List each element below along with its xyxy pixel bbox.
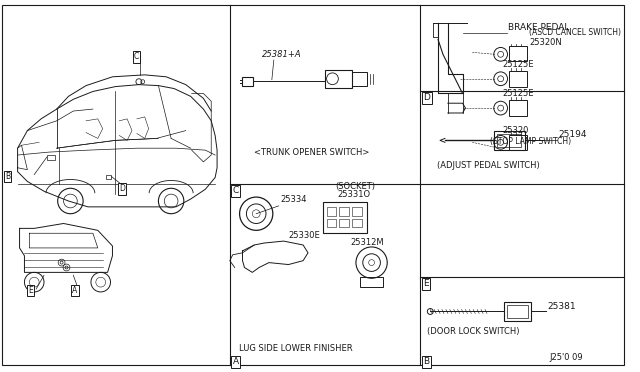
Bar <box>509 135 527 150</box>
Text: 25320N: 25320N <box>529 38 562 46</box>
Text: C: C <box>233 186 239 195</box>
Bar <box>509 100 527 116</box>
Bar <box>326 207 337 216</box>
Text: A: A <box>72 286 77 295</box>
Bar <box>360 277 383 287</box>
Bar <box>339 207 349 216</box>
Text: (STOP LAMP SWITCH): (STOP LAMP SWITCH) <box>490 137 571 146</box>
Bar <box>352 72 367 86</box>
Text: 25320: 25320 <box>502 125 529 135</box>
Text: J25'0 09: J25'0 09 <box>550 353 583 362</box>
Bar <box>506 305 528 318</box>
Bar <box>339 219 349 227</box>
Text: E: E <box>28 286 33 295</box>
Text: A: A <box>233 357 239 366</box>
Text: E: E <box>424 279 429 288</box>
Bar <box>352 207 362 216</box>
Bar <box>352 219 362 227</box>
Text: (ADJUST PEDAL SWITCH): (ADJUST PEDAL SWITCH) <box>437 161 540 170</box>
Text: C: C <box>134 52 140 61</box>
Text: 25330E: 25330E <box>289 231 320 240</box>
Bar <box>497 134 521 147</box>
Text: (DOOR LOCK SWITCH): (DOOR LOCK SWITCH) <box>428 327 520 336</box>
Bar <box>494 131 525 150</box>
Text: D: D <box>119 185 125 193</box>
Bar <box>504 302 531 321</box>
Text: B: B <box>424 357 429 366</box>
Text: B: B <box>5 171 10 181</box>
Text: 25312M: 25312M <box>350 238 384 247</box>
Text: (SOCKET): (SOCKET) <box>335 182 376 191</box>
Text: 25125E: 25125E <box>502 89 534 98</box>
Bar <box>323 202 367 233</box>
Bar <box>324 70 352 87</box>
Text: 25381+A: 25381+A <box>262 50 301 59</box>
Bar <box>106 174 111 179</box>
Text: 25125E: 25125E <box>502 60 534 69</box>
Bar <box>509 71 527 87</box>
Text: 25381: 25381 <box>548 302 576 311</box>
Text: LUG SIDE LOWER FINISHER: LUG SIDE LOWER FINISHER <box>239 344 352 353</box>
Bar <box>241 77 253 86</box>
Text: 25334: 25334 <box>281 195 307 204</box>
Text: (ASCD CANCEL SWITCH): (ASCD CANCEL SWITCH) <box>529 28 621 37</box>
Bar <box>509 46 527 61</box>
Text: BRAKE PEDAL: BRAKE PEDAL <box>509 23 570 32</box>
Text: <TRUNK OPENER SWITCH>: <TRUNK OPENER SWITCH> <box>254 148 370 157</box>
Bar <box>326 219 337 227</box>
Bar <box>47 155 55 160</box>
Text: 25194: 25194 <box>558 131 587 140</box>
Text: 25331O: 25331O <box>337 190 371 199</box>
Text: D: D <box>424 93 430 102</box>
